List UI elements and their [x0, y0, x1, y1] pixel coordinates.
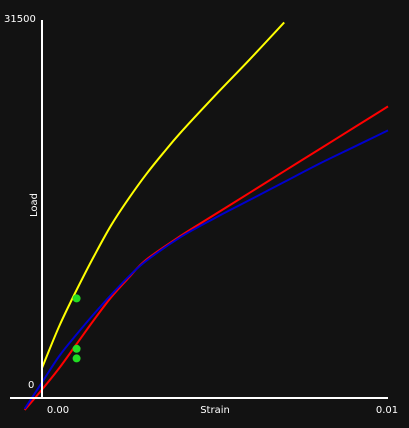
series-line-1 [41, 21, 285, 369]
marker-point-1 [72, 294, 81, 303]
marker-point-2 [72, 344, 81, 353]
marker-layer [72, 294, 81, 363]
marker-point-3 [72, 354, 81, 363]
x-axis-label: Strain [200, 405, 230, 416]
y-tick-label-max: 31500 [4, 14, 36, 25]
y-axis-label: Load [29, 193, 40, 217]
series-layer [23, 21, 389, 411]
y-tick-label-zero: 0 [28, 380, 34, 391]
x-tick-label-zero: 0.00 [47, 405, 69, 416]
series-line-2 [23, 105, 389, 411]
x-tick-label-max: 0.01 [376, 405, 398, 416]
series-line-3 [23, 129, 389, 410]
